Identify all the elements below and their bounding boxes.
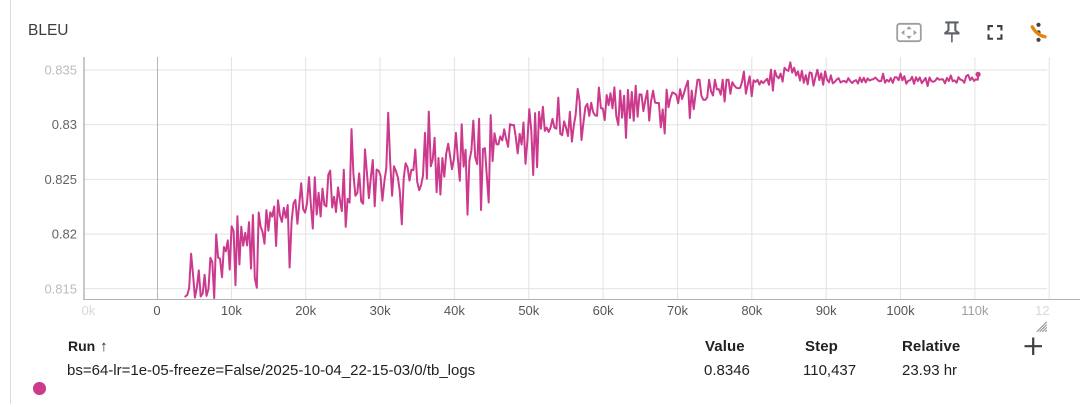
svg-text:10k: 10k [221, 303, 242, 318]
svg-text:0.82: 0.82 [52, 227, 77, 242]
svg-text:80k: 80k [741, 303, 762, 318]
svg-text:0.83: 0.83 [52, 117, 77, 132]
svg-text:60k: 60k [593, 303, 614, 318]
svg-text:100k: 100k [886, 303, 915, 318]
svg-text:70k: 70k [667, 303, 688, 318]
svg-text:0.815: 0.815 [44, 281, 77, 296]
svg-text:120k: 120k [1035, 303, 1064, 318]
svg-text:20k: 20k [295, 303, 316, 318]
svg-text:110k: 110k [961, 303, 989, 318]
svg-text:-10k: -10k [70, 303, 96, 318]
svg-text:0.825: 0.825 [44, 172, 77, 187]
svg-text:40k: 40k [444, 303, 465, 318]
svg-text:30k: 30k [370, 303, 391, 318]
svg-text:0.835: 0.835 [44, 63, 77, 78]
svg-text:0: 0 [153, 303, 160, 318]
svg-text:50k: 50k [518, 303, 539, 318]
svg-text:90k: 90k [816, 303, 837, 318]
